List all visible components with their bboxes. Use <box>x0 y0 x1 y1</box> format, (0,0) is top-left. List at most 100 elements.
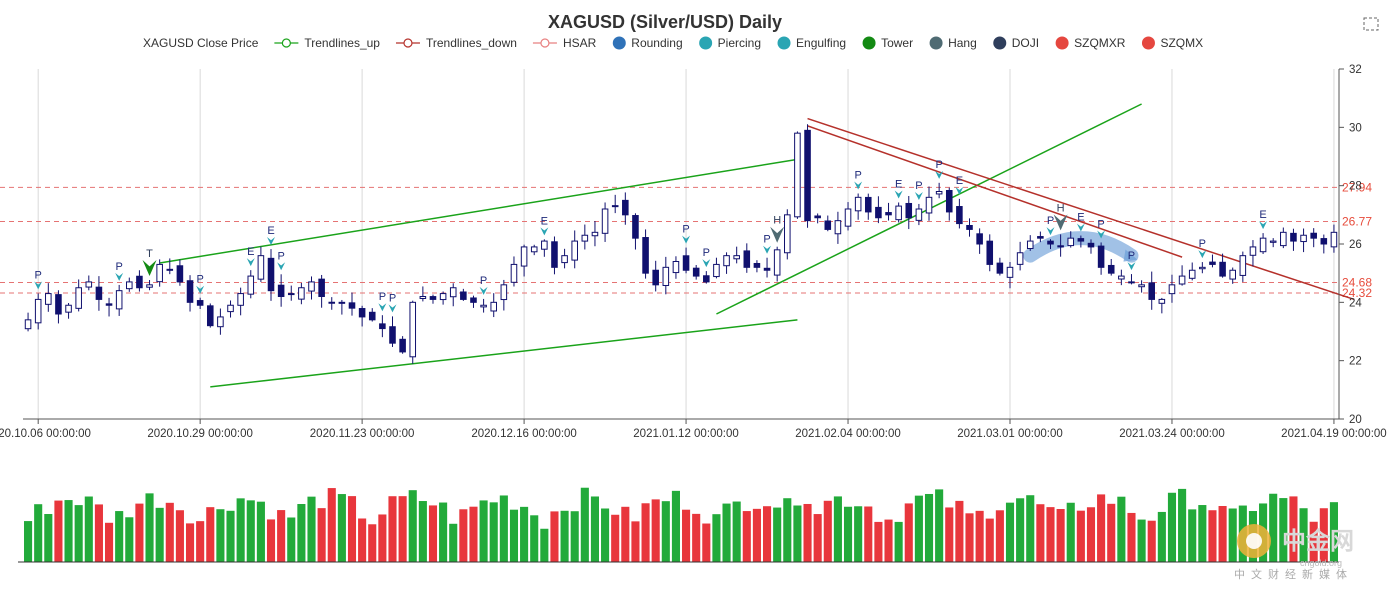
legend-item[interactable]: Hang <box>929 36 977 50</box>
volume-bar <box>813 514 822 562</box>
volume-bar <box>833 496 842 562</box>
candle-body <box>601 208 609 234</box>
volume-bar <box>1086 507 1096 562</box>
volume-bar <box>1107 503 1116 562</box>
candle-body <box>834 220 842 235</box>
marker-label: E <box>895 178 902 190</box>
hsar-label: 26.77 <box>1342 215 1372 229</box>
candle-body <box>652 269 659 286</box>
candle-body <box>1067 237 1075 247</box>
volume-bar <box>115 511 124 562</box>
volume-bar <box>884 519 893 562</box>
marker-engulfing-icon <box>1076 223 1085 232</box>
volume-bar <box>226 510 235 562</box>
legend-item[interactable]: Engulfing <box>777 36 847 50</box>
legend-item[interactable]: Trendlines_down <box>395 36 517 50</box>
volume-bar <box>1198 505 1207 562</box>
volume-bar <box>692 513 701 562</box>
marker-label: P <box>480 275 487 287</box>
candle-body <box>389 326 396 344</box>
candle-body <box>925 196 933 214</box>
candle-body <box>115 290 123 310</box>
marker-piercing-icon <box>854 181 863 190</box>
x-tick-label: 2021.03.01 00:00:00 <box>957 428 1063 440</box>
volume-bar <box>742 511 751 562</box>
marker-label: H <box>773 215 781 227</box>
volume-bar <box>1228 508 1237 562</box>
marker-engulfing-icon <box>1259 221 1268 230</box>
marker-label: P <box>1047 215 1054 227</box>
marker-engulfing-icon <box>267 237 276 246</box>
hsar-label: 27.94 <box>1342 180 1372 194</box>
candle-body <box>75 287 82 309</box>
volume-bar <box>155 507 164 562</box>
volume-bar <box>1157 511 1166 562</box>
volume-bar <box>1117 496 1126 562</box>
volume-bar <box>327 488 336 562</box>
legend-item[interactable]: SZQMX <box>1141 36 1203 50</box>
volume-bar <box>945 507 954 562</box>
marker-piercing-icon <box>277 262 286 271</box>
candle-body <box>875 206 882 219</box>
candle-body <box>1097 245 1105 268</box>
marker-piercing-icon <box>115 272 124 281</box>
volume-bar <box>965 513 974 562</box>
candle-body <box>703 275 710 283</box>
candle-body <box>682 255 690 271</box>
candle-body <box>824 220 832 230</box>
legend-item[interactable]: Trendlines_up <box>274 36 380 50</box>
marker-label: P <box>854 170 861 182</box>
volume-bar <box>843 506 853 562</box>
marker-engulfing-icon <box>540 227 549 236</box>
legend-label: Engulfing <box>796 36 846 50</box>
marker-label: P <box>379 291 386 303</box>
legend-item[interactable]: DOJI <box>993 36 1039 50</box>
candle-body <box>956 206 963 225</box>
marker-label: P <box>682 224 689 236</box>
candle-body <box>713 263 720 278</box>
volume-bar <box>347 496 357 562</box>
x-tick-label: 2020.10.06 00:00:00 <box>0 428 91 440</box>
candle-body <box>1199 266 1206 270</box>
candle-body <box>632 215 639 239</box>
y-tick-label: 22 <box>1349 356 1362 368</box>
volume-bar <box>499 495 508 562</box>
volume-bar <box>388 496 397 562</box>
marker-label: P <box>196 274 203 286</box>
volume-bar <box>540 528 549 562</box>
volume-bar <box>358 518 367 562</box>
legend[interactable]: XAGUSD Close Price Trendlines_up Trendline… <box>143 36 1203 50</box>
legend-item[interactable]: Rounding <box>612 36 683 50</box>
marker-piercing-icon <box>682 235 691 244</box>
legend-item[interactable]: HSAR <box>532 36 597 50</box>
volume-bar <box>1208 510 1217 562</box>
legend-item[interactable]: XAGUSD Close Price <box>143 36 259 50</box>
volume-bar <box>165 502 174 562</box>
candle-body <box>854 196 862 212</box>
candle-body <box>804 129 811 222</box>
volume-bar <box>661 501 670 562</box>
legend-label: Trendlines_up <box>304 36 380 50</box>
marker-tower-icon <box>142 260 157 277</box>
volume-bar <box>621 506 630 562</box>
marker-piercing-icon <box>1097 230 1106 239</box>
candle-body <box>257 255 265 280</box>
marker-piercing-icon <box>196 285 205 294</box>
volume-bar <box>398 496 407 562</box>
marker-label: P <box>115 261 122 273</box>
marker-piercing-icon <box>34 281 43 290</box>
legend-item[interactable]: Tower <box>862 36 914 50</box>
volume-bar <box>995 510 1004 562</box>
volume-bar <box>1178 488 1187 562</box>
candle-body <box>308 281 315 292</box>
volume-bar <box>854 506 863 562</box>
candle-body <box>348 302 356 309</box>
volume-bar <box>509 509 519 562</box>
screenshot-icon[interactable] <box>1363 17 1379 31</box>
candle-body <box>773 249 781 276</box>
legend-item[interactable]: SZQMXR <box>1055 36 1126 50</box>
marker-piercing-icon <box>763 245 772 254</box>
legend-item[interactable]: Piercing <box>699 36 761 50</box>
candle-body <box>338 301 346 304</box>
